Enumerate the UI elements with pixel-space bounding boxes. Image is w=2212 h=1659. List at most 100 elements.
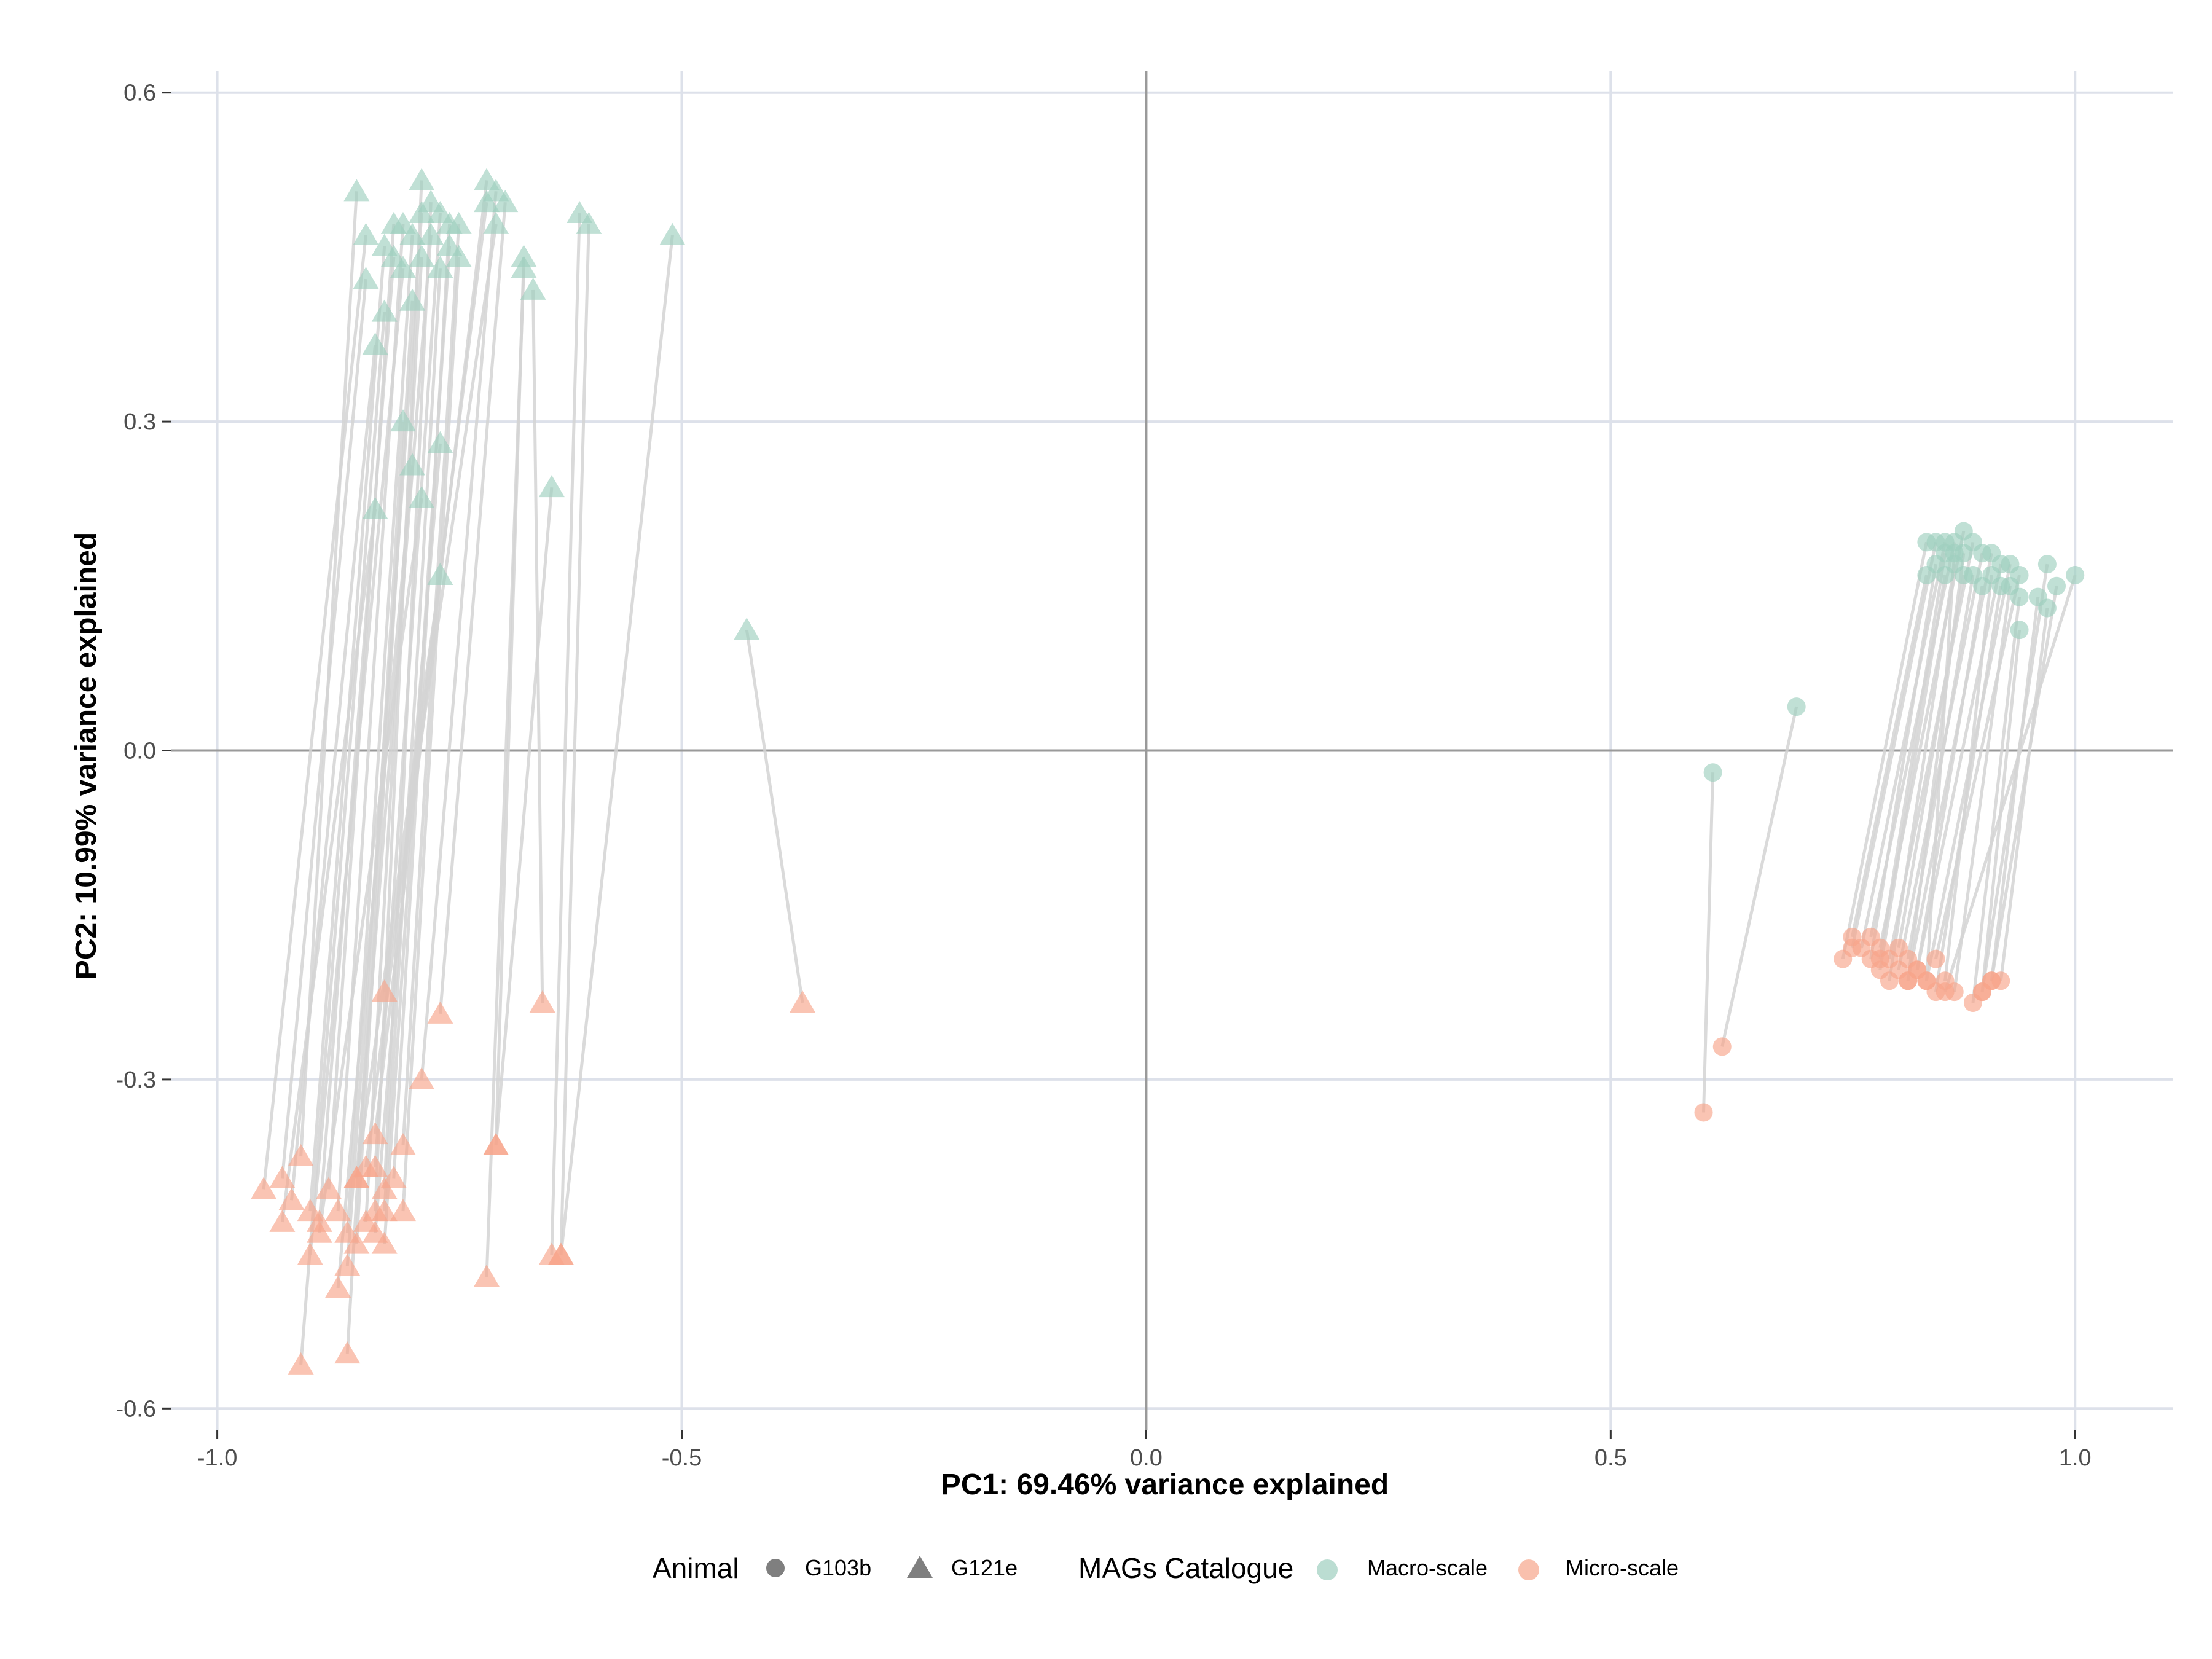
legend-title-animal: Animal — [653, 1552, 739, 1584]
pair-segment — [1720, 706, 1798, 1047]
point-g121e-macro — [409, 168, 435, 190]
legend-title-mags-catalogue: MAGs Catalogue — [1078, 1552, 1293, 1584]
pair-segment — [420, 191, 498, 1080]
point-g121e-micro — [288, 1143, 314, 1166]
point-g103b-macro — [2010, 587, 2029, 606]
pair-segment — [280, 278, 367, 1179]
point-g103b-macro — [2010, 621, 2029, 640]
point-g121e-macro — [362, 496, 388, 519]
pair-segment — [559, 224, 590, 1255]
pair-segment — [299, 312, 386, 1365]
point-g121e-micro — [278, 1188, 305, 1210]
point-g121e-micro — [306, 1220, 332, 1243]
x-tick-label: 0.0 — [1130, 1445, 1163, 1471]
pair-segment — [1888, 563, 1956, 981]
pair-segment — [401, 257, 461, 1212]
pair-segment — [1850, 541, 1937, 949]
point-g121e-macro — [409, 245, 435, 267]
point-g121e-micro — [343, 1166, 370, 1188]
point-g121e-macro — [390, 409, 416, 432]
point-g121e-macro — [371, 299, 398, 322]
pair-segment — [280, 509, 377, 1223]
point-g121e-micro — [529, 990, 555, 1013]
point-g121e-macro — [734, 618, 760, 640]
point-g121e-micro — [371, 979, 398, 1002]
point-g121e-micro — [316, 1177, 342, 1199]
point-g121e-macro — [483, 211, 509, 234]
y-tick-label: -0.6 — [116, 1396, 156, 1422]
pair-segment — [1860, 541, 1947, 949]
point-g121e-macro — [427, 431, 453, 453]
pair-segment — [1869, 563, 1937, 959]
point-g121e-macro — [538, 475, 565, 498]
point-g103b-micro — [1917, 971, 1936, 990]
pair-segment — [1971, 597, 2022, 1003]
point-g121e-macro — [353, 267, 379, 289]
point-g103b-micro — [1870, 949, 1889, 968]
point-g103b-macro — [2037, 555, 2057, 574]
x-axis-title: PC1: 69.46% variance explained — [941, 1469, 1389, 1501]
point-g121e-macro — [418, 222, 444, 245]
point-g121e-macro — [343, 179, 370, 202]
point-g103b-macro — [1954, 544, 1973, 563]
pair-segment — [1841, 541, 1928, 960]
point-g121e-macro — [390, 256, 416, 278]
point-g103b-micro — [1899, 971, 1918, 990]
x-axis-ticks: -1.0 -0.5 0.0 0.5 1.0 — [197, 1430, 2092, 1471]
point-g121e-micro — [483, 1132, 509, 1155]
pair-segment — [559, 235, 674, 1255]
pair-segment — [1980, 563, 2049, 992]
pair-segment — [745, 629, 804, 1003]
y-tick-label: 0.6 — [124, 80, 156, 106]
pair-segment — [1990, 597, 2040, 981]
legend-label-macro-scale: Macro-scale — [1367, 1555, 1488, 1580]
y-tick-label: -0.3 — [116, 1067, 156, 1093]
x-tick-label: -0.5 — [662, 1445, 702, 1471]
point-g121e-micro — [251, 1177, 277, 1199]
pair-segment — [383, 224, 498, 992]
legend-label-micro-scale: Micro-scale — [1566, 1555, 1679, 1580]
point-g121e-macro — [576, 211, 602, 234]
point-g121e-micro — [362, 1220, 388, 1243]
pair-segment — [1702, 772, 1715, 1113]
pair-segment — [1943, 575, 2077, 992]
point-g103b-micro — [1694, 1103, 1713, 1122]
legend-label-g103b: G103b — [805, 1555, 871, 1580]
point-g121e-micro — [269, 1166, 296, 1188]
point-g121e-macro — [445, 245, 472, 267]
point-g121e-micro — [380, 1166, 407, 1188]
point-g121e-micro — [547, 1242, 574, 1265]
point-g121e-micro — [362, 1122, 388, 1145]
pair-segment — [438, 202, 507, 1014]
y-tick-label: 0.3 — [124, 409, 156, 435]
point-g103b-micro — [1880, 971, 1899, 990]
pair-segment — [1878, 552, 1947, 959]
point-g103b-macro — [2047, 576, 2066, 595]
pair-segment — [1999, 608, 2049, 981]
y-axis-title: PC2: 10.99% variance explained — [70, 532, 103, 979]
pair-segment — [1906, 552, 1993, 981]
legend-key-macro-scale — [1317, 1559, 1338, 1580]
point-g121e-micro — [371, 1199, 398, 1222]
point-g121e-micro — [474, 1265, 500, 1287]
pair-segment — [494, 487, 554, 1146]
point-g121e-macro — [427, 562, 453, 585]
pair-segment — [550, 213, 581, 1255]
x-tick-label: 1.0 — [2059, 1445, 2092, 1471]
point-g121e-micro — [427, 1001, 453, 1024]
point-g121e-micro — [334, 1253, 361, 1276]
pair-segment — [401, 224, 461, 1146]
point-g121e-macro — [445, 211, 472, 234]
data-points — [251, 168, 2085, 1375]
zero-lines — [171, 71, 2173, 1430]
x-tick-label: 0.5 — [1594, 1445, 1627, 1471]
pair-segment — [290, 344, 377, 1201]
pair-segment — [1906, 552, 1966, 981]
point-g121e-micro — [288, 1352, 314, 1375]
point-g121e-macro — [511, 256, 537, 278]
point-g121e-macro — [520, 277, 546, 300]
x-tick-label: -1.0 — [197, 1445, 237, 1471]
point-g103b-macro — [1787, 697, 1806, 716]
legend-key-micro-scale — [1518, 1559, 1539, 1580]
